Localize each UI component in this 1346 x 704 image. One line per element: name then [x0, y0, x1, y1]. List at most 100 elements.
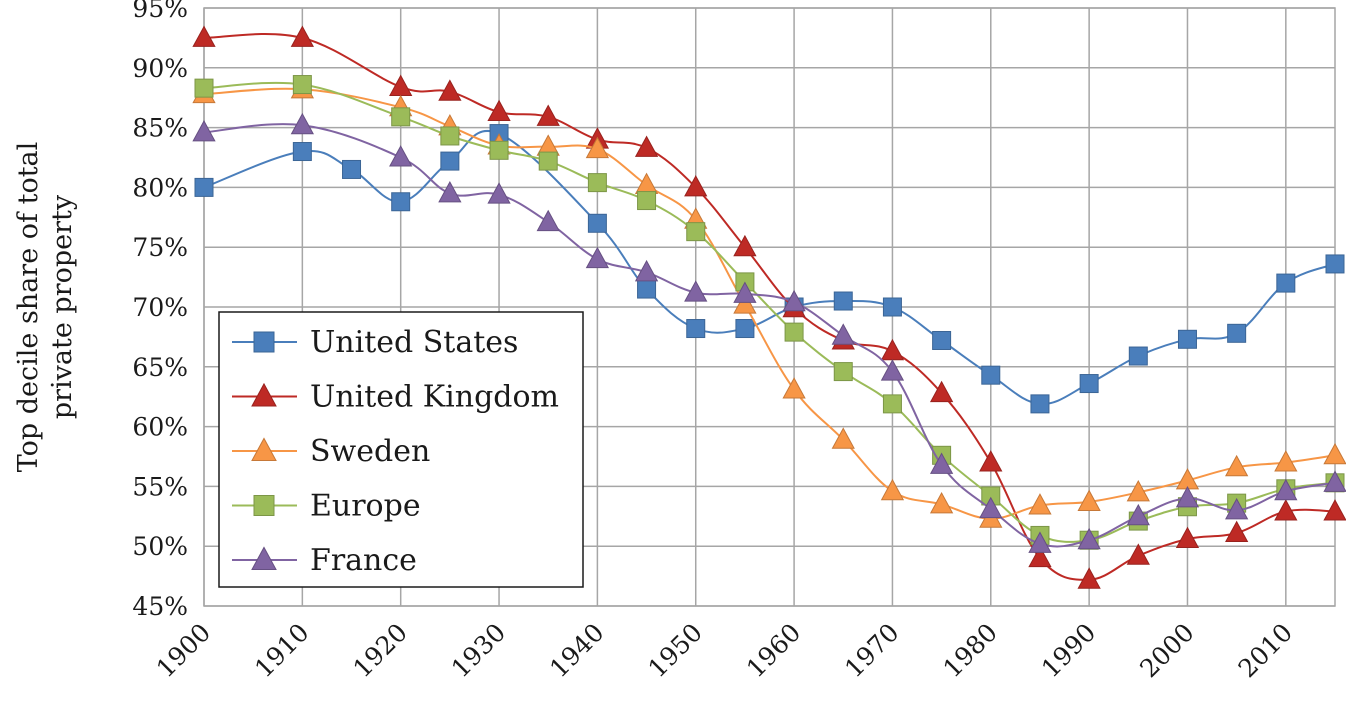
x-tick-label: 1930 — [446, 618, 511, 683]
data-point-triangle — [290, 112, 314, 135]
data-point-square — [391, 107, 411, 127]
data-point-triangle — [1274, 499, 1298, 521]
y-tick-label: 80% — [132, 173, 188, 202]
y-tick-label: 50% — [132, 532, 188, 561]
data-point-triangle — [979, 496, 1003, 519]
data-point-square — [587, 173, 607, 193]
legend-label: France — [310, 543, 417, 578]
legend-item: France — [232, 543, 417, 578]
data-point-square — [882, 297, 902, 317]
data-point-square — [538, 151, 558, 171]
data-point-triangle — [1225, 454, 1249, 477]
data-point-triangle — [1274, 478, 1298, 501]
data-point-square — [292, 75, 312, 95]
data-point-triangle — [1323, 499, 1346, 521]
legend-marker-triangle — [251, 382, 277, 407]
x-tick-label: 2010 — [1233, 618, 1298, 683]
data-point-square — [440, 126, 460, 146]
data-point-square — [1177, 329, 1197, 349]
data-point-triangle — [192, 119, 216, 142]
legend-item: Europe — [232, 489, 421, 524]
data-point-triangle — [1077, 527, 1101, 550]
x-tick-label: 1900 — [151, 618, 216, 683]
data-point-triangle — [438, 180, 462, 203]
legend-item: United States — [232, 325, 518, 360]
legend-label: United Kingdom — [310, 380, 559, 415]
data-point-square — [932, 330, 952, 350]
data-point-triangle — [1126, 543, 1150, 565]
data-point-triangle — [192, 25, 216, 47]
data-point-triangle — [1225, 497, 1249, 520]
data-point-square — [1079, 374, 1099, 394]
y-tick-label: 85% — [132, 114, 188, 143]
data-point-triangle — [585, 246, 610, 269]
data-point-triangle — [1323, 470, 1346, 492]
legend-label: Europe — [310, 489, 421, 524]
data-point-square — [1227, 323, 1247, 343]
data-point-square — [735, 319, 755, 339]
data-point-triangle — [487, 182, 511, 204]
data-point-square — [637, 279, 657, 299]
data-point-triangle — [733, 281, 757, 303]
data-point-triangle — [880, 359, 905, 381]
data-point-triangle — [929, 491, 954, 514]
data-point-square — [784, 322, 804, 342]
data-point-triangle — [389, 74, 413, 96]
legend-box — [218, 311, 584, 588]
x-tick-label: 1970 — [839, 618, 904, 683]
data-point-triangle — [634, 259, 659, 282]
legend-marker-square — [253, 331, 275, 353]
data-point-triangle — [634, 172, 659, 195]
legend-marker-square — [253, 495, 275, 516]
data-point-square — [1325, 254, 1345, 274]
data-point-square — [686, 222, 706, 242]
legend-label: Sweden — [310, 434, 430, 469]
data-point-triangle — [1028, 531, 1052, 553]
y-axis-label-line-1: Top decile share of total — [13, 142, 44, 473]
data-point-square — [1276, 273, 1296, 293]
data-point-square — [194, 78, 214, 98]
data-point-triangle — [880, 338, 905, 361]
legend: United States United Kingdom Sweden Europe F… — [218, 311, 584, 588]
x-tick-label: 2000 — [1134, 618, 1199, 683]
y-tick-label: 75% — [132, 233, 188, 262]
data-point-triangle — [684, 280, 708, 302]
data-point-triangle — [929, 452, 954, 474]
y-tick-label: 55% — [132, 472, 188, 501]
x-tick-label: 1980 — [938, 618, 1003, 683]
data-point-triangle — [1126, 503, 1150, 526]
data-point-triangle — [979, 450, 1003, 472]
data-point-square — [833, 362, 853, 382]
series-united-kingdom — [192, 25, 1346, 589]
data-point-triangle — [1028, 493, 1052, 515]
data-point-triangle — [585, 136, 610, 159]
data-point-triangle — [1028, 545, 1052, 568]
data-point-triangle — [634, 135, 659, 157]
y-tick-label: 95% — [132, 0, 188, 23]
data-point-triangle — [684, 175, 708, 197]
data-point-square — [882, 394, 902, 414]
y-tick-label: 65% — [132, 353, 188, 382]
data-point-square — [342, 159, 362, 179]
data-point-square — [833, 291, 853, 311]
y-tick-label: 70% — [132, 293, 188, 322]
y-tick-label: 45% — [132, 592, 188, 621]
y-tick-label: 60% — [132, 413, 188, 442]
data-point-square — [440, 151, 460, 171]
x-tick-label: 1920 — [347, 618, 412, 683]
legend-marker-triangle — [251, 437, 277, 461]
x-tick-label: 1940 — [544, 618, 609, 683]
data-point-triangle — [438, 79, 462, 101]
x-tick-label: 1910 — [249, 618, 314, 683]
y-axis-label-line-2: private property — [47, 194, 78, 419]
y-axis-ticks: 45% 50% 55% 60% 65% 70% 75% 80% 85% 90% 95% — [132, 0, 188, 621]
data-point-triangle — [880, 478, 905, 501]
data-point-triangle — [536, 209, 560, 232]
data-point-square — [292, 142, 312, 162]
data-point-square — [391, 192, 411, 212]
x-tick-label: 1990 — [1036, 618, 1101, 683]
data-point-triangle — [290, 25, 314, 47]
data-point-triangle — [536, 104, 560, 126]
